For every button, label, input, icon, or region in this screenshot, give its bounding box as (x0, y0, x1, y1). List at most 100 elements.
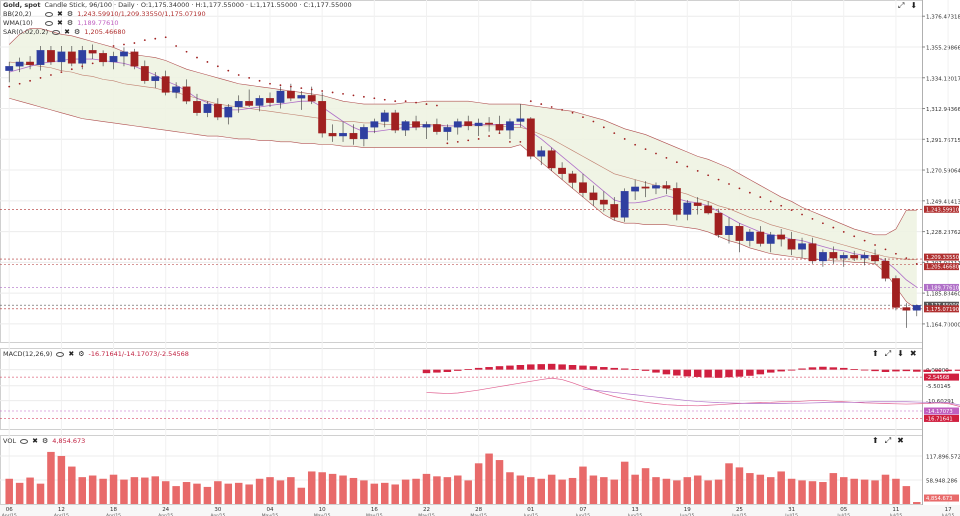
candle-body (266, 98, 274, 103)
sar-dot (331, 91, 334, 94)
price-pane-header: Gold, spot Candle Stick, 96/100 · Daily … (3, 1, 352, 9)
macd-label-text: -16.71641 (926, 416, 953, 422)
candle-body (839, 255, 848, 259)
sar-dot (801, 213, 803, 216)
candle-body (725, 225, 733, 235)
expand-icon[interactable]: ⤢ (884, 349, 892, 358)
eye-icon[interactable] (20, 438, 29, 444)
bollinger-band-fill (9, 28, 917, 309)
sar-dot (50, 74, 52, 76)
sar-dot (696, 170, 699, 172)
price-label-bg (924, 301, 959, 309)
x-tick-label: 18 (110, 507, 117, 513)
arrow-up-icon[interactable]: ⬆ (872, 436, 879, 445)
gear-icon[interactable]: ⚙ (78, 349, 85, 358)
sar-dot (790, 209, 793, 212)
macd-hist-bar (474, 367, 483, 370)
macd-hist-bar (464, 369, 472, 370)
macd-hist-bar (631, 369, 639, 370)
volume-bar (318, 472, 326, 504)
volume-bar (735, 467, 744, 504)
indicator-values-sar: 1,205.46680 (84, 28, 126, 36)
sar-dot (728, 183, 730, 185)
candle-body (620, 191, 629, 218)
macd-hist-bar (787, 369, 796, 371)
sar-dot (488, 135, 490, 137)
volume-bar (641, 468, 650, 504)
y-tick-label: 1,334.12017 (926, 76, 960, 82)
macd-hist-bar (683, 369, 692, 377)
candle-body (47, 50, 55, 63)
expand-icon[interactable]: ⤢ (898, 1, 905, 10)
x-month-label: Jun/15 (731, 513, 746, 516)
macd-hist-bar (923, 369, 931, 372)
macd-hist-bar (892, 369, 900, 372)
volume-bar (99, 478, 107, 504)
volume-bar (683, 477, 692, 504)
gear-icon[interactable]: ⚙ (66, 9, 74, 18)
x-tick-label: 12 (58, 507, 65, 513)
arrow-up-icon[interactable]: ⬆ (872, 349, 879, 358)
candle-body (704, 205, 713, 214)
price-level-label: 1,209.33550 (924, 253, 959, 261)
close-icon[interactable]: ✖ (68, 349, 75, 358)
x-month-label: Jun/15 (679, 513, 694, 516)
bollinger-upper-line (9, 28, 917, 236)
volume-bar (454, 475, 462, 504)
macd-hist-bar (735, 369, 744, 377)
macd-hist-bar (620, 368, 629, 370)
macd-hist-bar (777, 369, 785, 372)
x-month-label: May/15 (470, 513, 487, 516)
expand-icon[interactable]: ⤢ (884, 436, 892, 445)
sar-dot (102, 59, 105, 62)
candle-body (860, 255, 869, 259)
arrow-down-icon[interactable]: ⬇ (897, 349, 904, 358)
macd-hist-bar (443, 369, 452, 372)
volume-bar (15, 482, 24, 504)
eye-icon[interactable] (45, 11, 53, 17)
close-icon[interactable]: ✖ (897, 436, 904, 445)
gear-icon[interactable]: ⚙ (41, 436, 49, 445)
sar-dot (373, 97, 376, 100)
close-icon[interactable]: ✖ (57, 9, 63, 18)
sar-dot (383, 98, 386, 101)
candle-body (683, 202, 692, 215)
price-level-label: 1,205.46680 (924, 263, 959, 271)
macd-pane-border (0, 348, 923, 430)
close-icon[interactable]: ✖ (64, 27, 71, 36)
macd-hist-bar (954, 369, 960, 371)
eye-icon[interactable] (45, 20, 53, 26)
candle-body (36, 50, 45, 66)
move-down-icon[interactable]: ⬇ (910, 1, 918, 10)
macd-pane-tools: ⬆ ⤢ ⬇ ✖ (872, 349, 917, 359)
volume-bar (766, 477, 775, 504)
eye-icon[interactable] (52, 29, 61, 35)
x-tick-label: 01 (527, 507, 534, 513)
close-icon[interactable]: ✖ (909, 349, 917, 358)
candle-body (224, 106, 233, 118)
sar-dot (613, 132, 616, 135)
candle-body (26, 61, 34, 66)
macd-hist-bar (766, 369, 775, 373)
close-icon[interactable]: ✖ (32, 436, 38, 445)
candle-body (203, 103, 212, 113)
sar-dot (269, 82, 271, 85)
gear-icon[interactable]: ⚙ (74, 27, 81, 36)
volume-bar (182, 482, 191, 504)
volume-bar (287, 477, 295, 504)
macd-hist-bar (746, 369, 754, 376)
close-icon[interactable]: ✖ (57, 18, 63, 27)
x-tick-label: 17 (945, 507, 952, 513)
sar-dot (310, 88, 313, 91)
y-tick-label: 1,312.94366 (926, 107, 960, 113)
macd-hist-bar (527, 364, 535, 370)
eye-icon[interactable] (56, 351, 65, 357)
sar-dot (853, 235, 856, 238)
candle-body (213, 103, 222, 118)
price-label-text: 1,243.59910 (926, 207, 959, 213)
candle-body (5, 66, 14, 71)
indicator-name-wma: WMA(10) (3, 19, 33, 27)
gear-icon[interactable]: ⚙ (66, 18, 74, 27)
sar-dot (29, 79, 31, 82)
